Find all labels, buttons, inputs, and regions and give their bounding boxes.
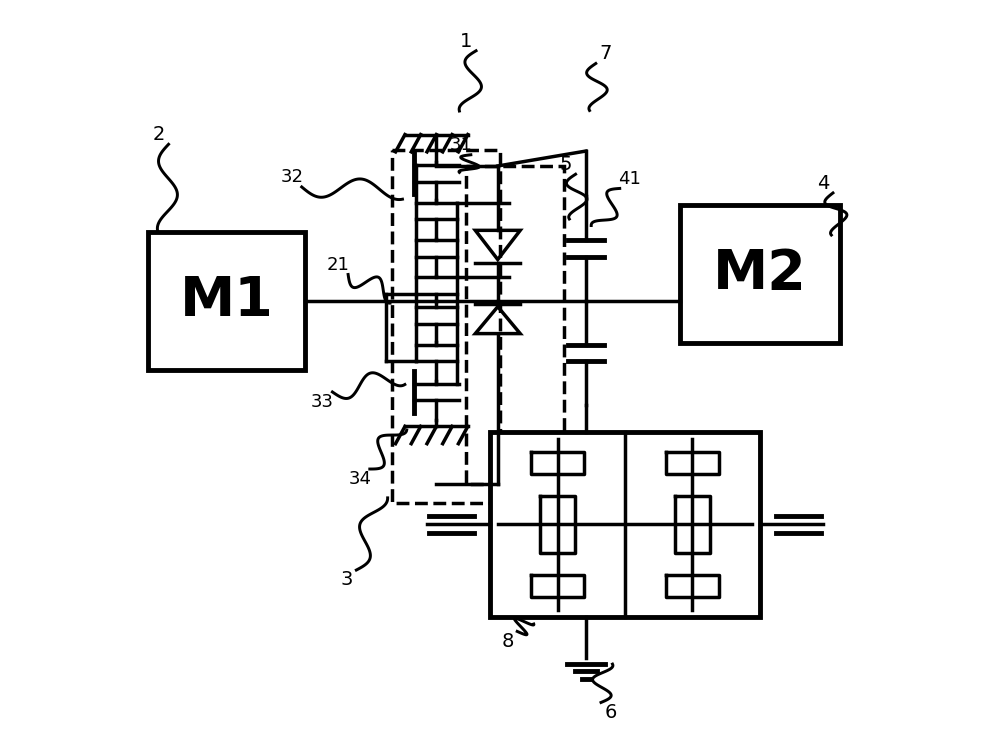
Text: 3: 3 — [340, 570, 353, 590]
Bar — [680, 205, 840, 343]
Text: 7: 7 — [599, 44, 612, 63]
Bar — [392, 149, 500, 502]
Text: 1: 1 — [460, 32, 473, 50]
Text: 4: 4 — [817, 173, 829, 193]
Text: 2: 2 — [153, 125, 165, 144]
Bar — [490, 432, 760, 617]
Text: 41: 41 — [618, 170, 641, 188]
Text: 5: 5 — [560, 155, 572, 174]
Text: 6: 6 — [605, 703, 617, 722]
Text: 8: 8 — [501, 632, 514, 650]
Text: 34: 34 — [349, 470, 372, 487]
Text: M1: M1 — [180, 274, 274, 328]
Text: 21: 21 — [327, 256, 350, 274]
Text: M2: M2 — [713, 247, 807, 301]
Text: 31: 31 — [450, 136, 473, 154]
Text: 33: 33 — [311, 393, 334, 411]
Bar — [466, 166, 564, 484]
Bar — [148, 232, 305, 370]
Text: 32: 32 — [280, 168, 303, 186]
